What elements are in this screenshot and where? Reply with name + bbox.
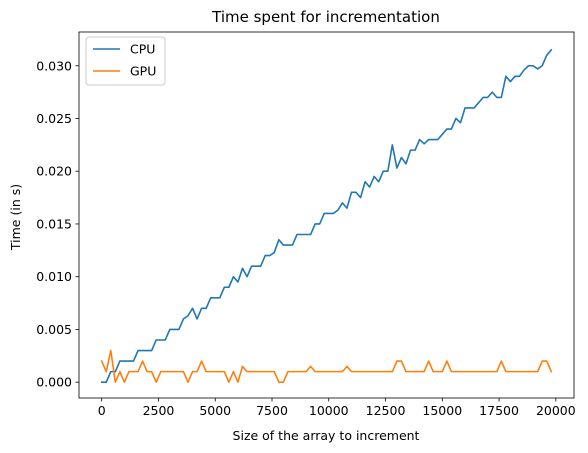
y-axis-title: Time (in s) xyxy=(8,184,23,251)
legend-label-cpu: CPU xyxy=(130,42,155,57)
x-tick-label: 5000 xyxy=(199,403,231,418)
y-tick-label: 0.010 xyxy=(36,269,72,284)
x-tick-label: 12500 xyxy=(366,403,406,418)
legend-label-gpu: GPU xyxy=(130,64,156,79)
x-tick-label: 20000 xyxy=(536,403,576,418)
x-tick-label: 7500 xyxy=(256,403,288,418)
series-line-gpu xyxy=(100,349,553,383)
series-layer xyxy=(100,48,553,383)
plot-frame xyxy=(78,31,575,399)
y-tick-label: 0.030 xyxy=(36,58,72,73)
y-tick-label: 0.015 xyxy=(36,216,72,231)
y-tick-label: 0.000 xyxy=(36,375,72,390)
x-tick-label: 0 xyxy=(98,403,106,418)
x-tick-label: 15000 xyxy=(422,403,462,418)
legend: CPU GPU xyxy=(85,36,166,86)
axes-layer: 0 2500 5000 7500 10000 12500 15000 17500 20000 0.… xyxy=(36,31,576,418)
y-tick-label: 0.020 xyxy=(36,164,72,179)
chart-title: Time spent for incrementation xyxy=(211,8,440,26)
x-tick-label: 10000 xyxy=(309,403,349,418)
series-line-cpu xyxy=(100,48,553,383)
y-tick-label: 0.005 xyxy=(36,322,72,337)
x-tick-label: 2500 xyxy=(143,403,175,418)
y-tick-label: 0.025 xyxy=(36,111,72,126)
x-axis-title: Size of the array to increment xyxy=(233,428,420,443)
x-tick-label: 17500 xyxy=(479,403,519,418)
